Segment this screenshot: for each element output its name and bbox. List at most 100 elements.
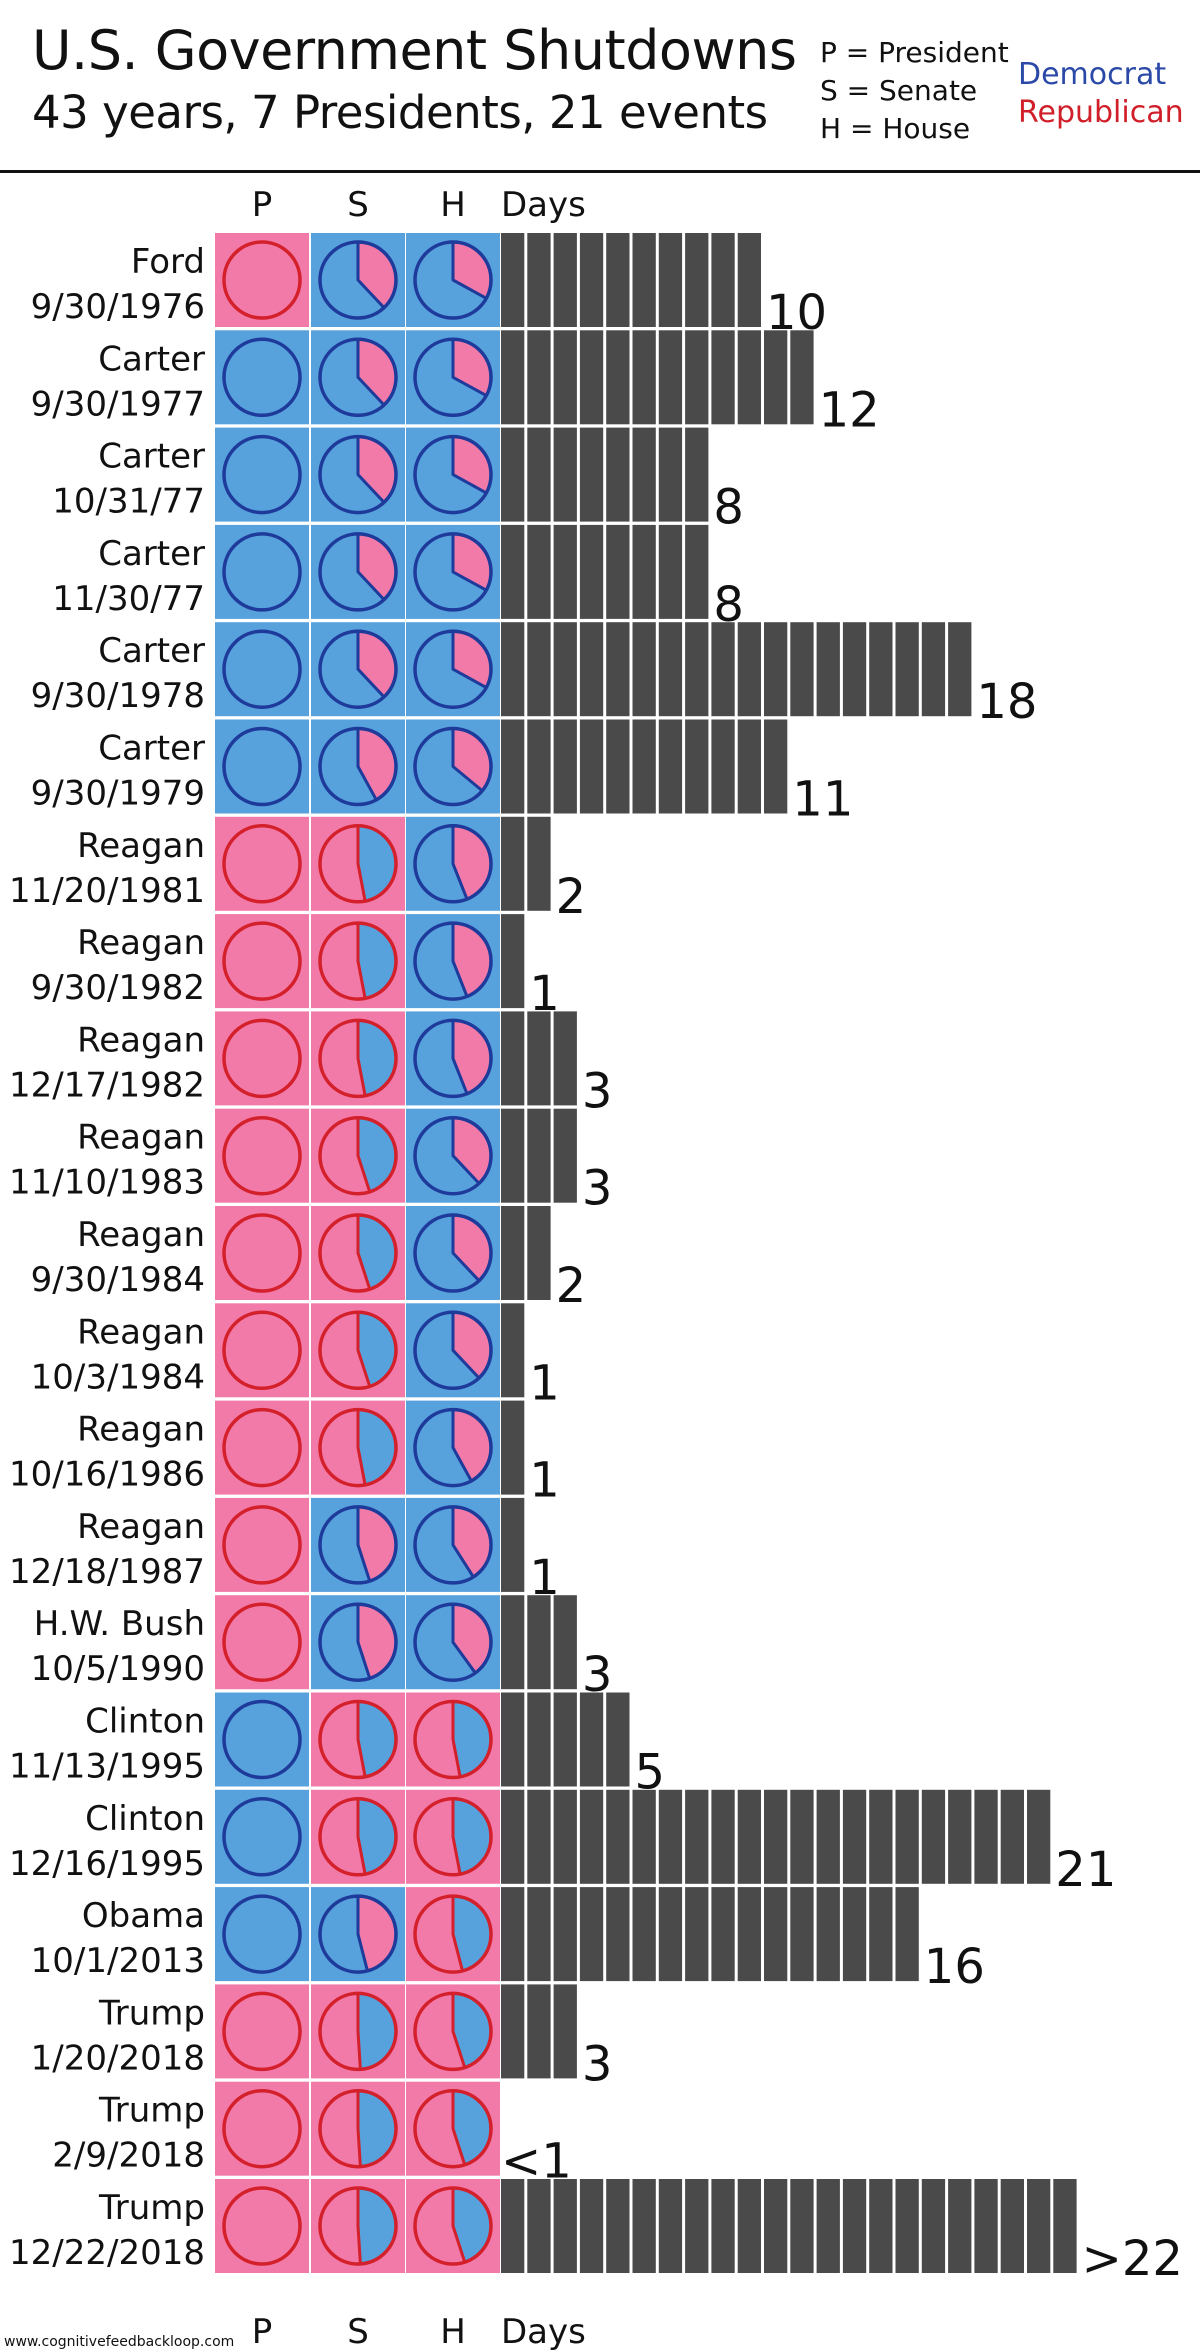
row-13-senate-pie-outline: [318, 1407, 398, 1488]
row-16-house-pie-outline: [413, 1699, 493, 1780]
row-19-senate-pie-outline: [318, 1991, 398, 2072]
row-12-date-label: 10/3/1984: [31, 1357, 205, 1397]
row-18-day-bar-7: [658, 1887, 683, 1982]
row-2-day-bar-7: [658, 330, 683, 425]
row-2-date-label: 9/30/1977: [31, 384, 205, 424]
row-6-day-bar-9: [711, 719, 735, 814]
row-18-day-bar-13: [816, 1887, 840, 1982]
row-15-house-pie-outline: [413, 1602, 493, 1682]
row-21-day-bar-16: [895, 2179, 919, 2273]
row-6-day-bar-4: [579, 719, 604, 814]
row-10-days-label: 3: [582, 1161, 613, 1217]
row-20-senate-pie-outline: [318, 2088, 398, 2169]
row-5-day-bar-1: [501, 622, 525, 717]
row-3-day-bar-4: [579, 427, 604, 522]
column-header-h-top: H: [440, 185, 466, 225]
row-16-day-bar-4: [579, 1692, 604, 1787]
row-13-date-label: 10/16/1986: [9, 1455, 205, 1495]
key-house: H = House: [820, 112, 971, 145]
row-18-president-label: Obama: [82, 1896, 205, 1936]
row-4-day-bar-1: [501, 524, 525, 619]
row-17-day-bar-4: [579, 1789, 604, 1884]
row-3-days-label: 8: [713, 480, 744, 536]
row-17-day-bar-19: [974, 1789, 998, 1884]
row-2-day-bar-4: [579, 330, 604, 425]
row-18-senate-pie-outline: [318, 1894, 398, 1974]
row-1-day-bar-4: [579, 233, 604, 327]
chart-title: U.S. Government Shutdowns: [32, 19, 797, 82]
row-6-day-bar-7: [658, 719, 683, 814]
row-19-date-label: 1/20/2018: [31, 2038, 205, 2078]
row-14-president-circle: [222, 1505, 302, 1585]
row-6-house-pie-outline: [413, 726, 493, 807]
row-17-day-bar-10: [737, 1789, 761, 1884]
row-10-day-bar-2: [527, 1108, 551, 1203]
row-10-senate-pie-outline: [318, 1115, 398, 1196]
row-8-senate-pie-outline: [318, 921, 398, 1001]
row-6-day-bar-2: [527, 719, 551, 814]
row-5-day-bar-14: [842, 622, 867, 717]
row-19-day-bar-1: [501, 1984, 525, 2079]
row-5-day-bar-16: [895, 622, 919, 717]
row-18-date-label: 10/1/2013: [31, 1941, 205, 1981]
row-1-day-bar-6: [632, 233, 656, 327]
row-21-day-bar-14: [842, 2179, 867, 2273]
key-senate: S = Senate: [820, 74, 978, 107]
row-4-president-label: Carter: [98, 534, 205, 574]
row-17-day-bar-8: [685, 1789, 709, 1884]
row-17-day-bar-5: [606, 1789, 630, 1884]
row-18-day-bar-9: [711, 1887, 735, 1982]
row-5-date-label: 9/30/1978: [31, 676, 205, 716]
row-5-day-bar-9: [711, 622, 735, 717]
row-1-president-label: Ford: [131, 242, 205, 282]
row-8-president-circle: [222, 921, 302, 1001]
row-18-days-label: 16: [924, 1939, 985, 1995]
row-18-day-bar-15: [869, 1887, 893, 1982]
row-3-president-circle: [222, 434, 302, 515]
row-2-days-label: 12: [819, 382, 880, 438]
row-10-house-pie-outline: [413, 1115, 493, 1196]
row-10-date-label: 11/10/1983: [9, 1163, 205, 1203]
footer-url: www.cognitivefeedbackloop.com: [4, 2334, 235, 2350]
row-7-days-label: 2: [556, 869, 587, 925]
row-17-senate-pie-outline: [318, 1797, 398, 1877]
row-3-day-bar-7: [658, 427, 683, 522]
row-7-president-circle: [222, 824, 302, 904]
row-21-day-bar-20: [1000, 2179, 1024, 2273]
row-19-day-bar-3: [553, 1984, 577, 2079]
row-6-senate-pie-outline: [318, 726, 398, 807]
row-21-day-bar-12: [790, 2179, 814, 2273]
row-1-president-circle: [222, 240, 302, 320]
row-17-president-label: Clinton: [85, 1799, 205, 1839]
row-6-day-bar-11: [764, 719, 788, 814]
row-14-senate-pie-outline: [318, 1505, 398, 1585]
row-5-day-bar-2: [527, 622, 551, 717]
row-8-day-bar-1: [501, 914, 525, 1009]
row-9-senate-pie-outline: [318, 1018, 398, 1099]
row-5-president-circle: [222, 629, 302, 709]
row-2-day-bar-5: [606, 330, 630, 425]
row-16-day-bar-2: [527, 1692, 551, 1787]
row-21-day-bar-18: [948, 2179, 972, 2273]
legend-democrat: Democrat: [1018, 57, 1167, 92]
row-15-president-circle: [222, 1602, 302, 1682]
row-11-day-bar-1: [501, 1206, 525, 1300]
row-6-days-label: 11: [792, 772, 853, 828]
row-11-president-label: Reagan: [77, 1215, 205, 1255]
row-16-day-bar-3: [553, 1692, 577, 1787]
row-18-day-bar-3: [553, 1887, 577, 1982]
row-9-president-label: Reagan: [77, 1020, 205, 1060]
row-16-president-circle: [222, 1699, 302, 1780]
row-17-day-bar-7: [658, 1789, 683, 1884]
row-12-senate-pie-outline: [318, 1310, 398, 1391]
row-5-day-bar-12: [790, 622, 814, 717]
row-9-days-label: 3: [582, 1063, 613, 1119]
row-6-president-circle: [222, 726, 302, 807]
row-1-day-bar-10: [737, 233, 761, 327]
row-2-day-bar-11: [764, 330, 788, 425]
row-11-senate-pie-outline: [318, 1213, 398, 1293]
row-21-day-bar-11: [764, 2179, 788, 2273]
row-3-president-label: Carter: [98, 437, 205, 477]
row-18-day-bar-2: [527, 1887, 551, 1982]
row-3-day-bar-6: [632, 427, 656, 522]
